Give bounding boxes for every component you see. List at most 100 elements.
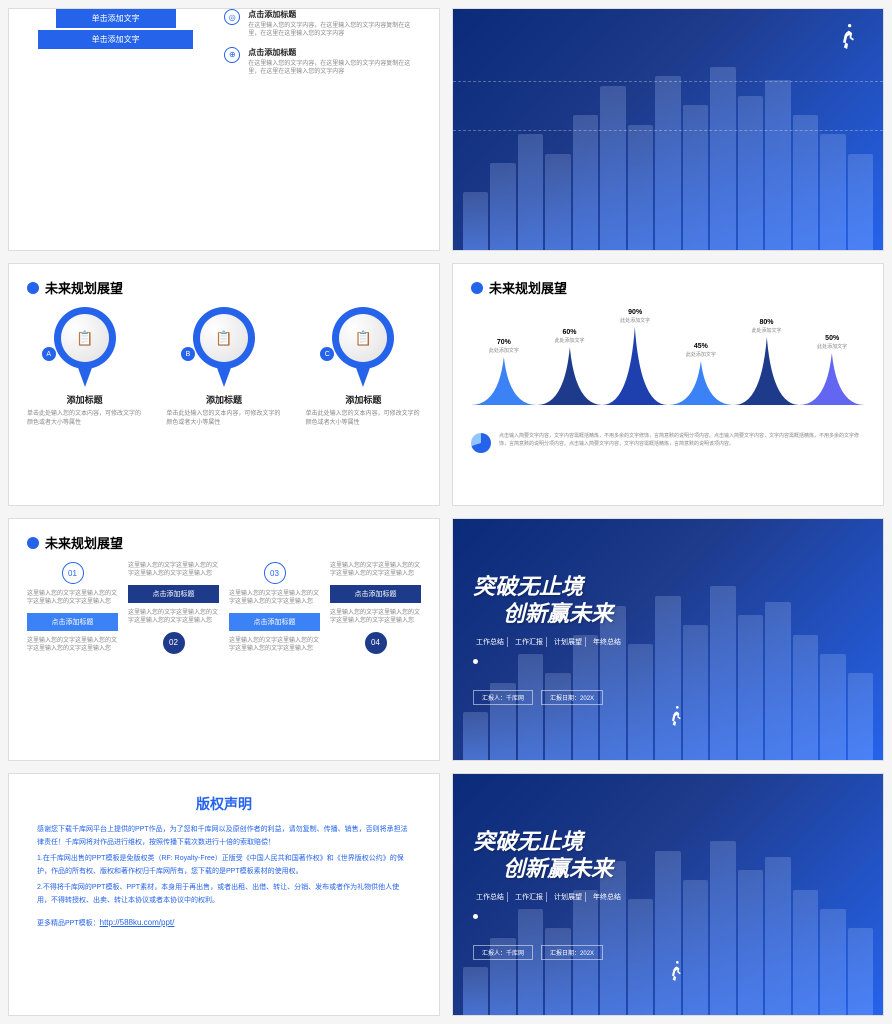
meta-reporter: 汇报人：千库网	[473, 690, 533, 705]
bullet-icon: ◎	[224, 9, 240, 25]
drop-shape: A📋	[54, 307, 116, 369]
step-button[interactable]: 点击添加标题	[27, 613, 118, 631]
section-title: 未来规划展望	[471, 278, 865, 297]
peaks-chart: 70%此处添加文字60%此处添加文字90%此处添加文字45%此处添加文字80%此…	[471, 315, 865, 425]
slide-blue-bars	[452, 8, 884, 251]
step-number: 03	[264, 562, 286, 584]
globe-icon: ⊕	[224, 47, 240, 63]
slide-peaks: 未来规划展望 70%此处添加文字60%此处添加文字90%此处添加文字45%此处添…	[452, 263, 884, 506]
slide-title-cover: 突破无止境 创新赢未来 工作总结工作汇报计划展望年终总结 汇报人：千库网 汇报日…	[452, 773, 884, 1016]
process-row: 01这里输入您的文字这里输入您的文字这里输入您的文字这里输入您点击添加标题这里输…	[27, 562, 421, 654]
slide-process: 未来规划展望 01这里输入您的文字这里输入您的文字这里输入您的文字这里输入您点击…	[8, 518, 440, 761]
sub-nav: 工作总结工作汇报计划展望年终总结	[473, 892, 863, 902]
ppt-link[interactable]: http://588ku.com/ppt/	[100, 918, 175, 927]
step-text: 这里输入您的文字这里输入您的文字这里输入您的文字这里输入您	[128, 562, 219, 579]
drop-desc: 单击此处输入您的文本内容，可修改文字的颜色或者大小等属性	[166, 410, 281, 428]
list-item: ◎ 点击添加标题 在这里输入您的文字内容，在这里输入您的文字内容复制在这里，在这…	[224, 9, 421, 39]
drop-title: 添加标题	[345, 393, 381, 406]
drop-letter: C	[320, 347, 334, 361]
step-text: 这里输入您的文字这里输入您的文字这里输入您的文字这里输入您	[330, 609, 421, 626]
drop-title: 添加标题	[206, 393, 242, 406]
meta-date: 汇报日期：202X	[541, 945, 603, 960]
peak-pct: 50%	[825, 335, 839, 342]
dot-icon	[471, 282, 483, 294]
item-title: 点击添加标题	[248, 9, 421, 20]
step-button[interactable]: 点击添加标题	[229, 613, 320, 631]
drop-desc: 单击此处输入您的文本内容，可修改文字的颜色或者大小等属性	[306, 410, 421, 428]
main-title-2: 创新赢未来	[503, 856, 863, 882]
clipboard-icon: 📋	[200, 314, 248, 362]
sub-nav: 工作总结工作汇报计划展望年终总结	[473, 637, 863, 647]
dot-icon	[473, 659, 478, 664]
peak-sub: 此处添加文字	[489, 347, 519, 354]
step-button[interactable]: 点击添加标题	[330, 585, 421, 603]
drop-shape: C📋	[332, 307, 394, 369]
peak-sub: 此处添加文字	[554, 337, 584, 344]
peak-pct: 60%	[562, 329, 576, 336]
step-text: 这里输入您的文字这里输入您的文字这里输入您的文字这里输入您	[229, 637, 320, 654]
main-title-2: 创新赢未来	[503, 601, 863, 627]
peak-sub: 此处添加文字	[817, 343, 847, 350]
drop-letter: A	[42, 347, 56, 361]
peak-sub: 此处添加文字	[752, 327, 782, 334]
bar-chart	[453, 57, 883, 250]
drop-item: B📋 添加标题 单击此处输入您的文本内容，可修改文字的颜色或者大小等属性	[166, 307, 281, 428]
runner-icon	[668, 706, 684, 730]
copyright-title: 版权声明	[27, 794, 421, 814]
pyramid-diagram: 单击添加文字 单击添加文字	[27, 9, 204, 49]
clipboard-icon: 📋	[339, 314, 387, 362]
step-number: 04	[365, 632, 387, 654]
step-button[interactable]: 点击添加标题	[128, 585, 219, 603]
drop-item: C📋 添加标题 单击此处输入您的文本内容，可修改文字的颜色或者大小等属性	[306, 307, 421, 428]
meta-row: 汇报人：千库网 汇报日期：202X	[473, 690, 863, 705]
pyramid-row: 单击添加文字	[38, 30, 193, 49]
slide-copyright: 版权声明 感谢您下载千库网平台上提供的PPT作品，为了您和千库网以及原创作者的利…	[8, 773, 440, 1016]
pie-text: 点击输入简要文字内容，文字内容需概括精炼，不用多余的文字修饰，言简意赅的说明分项…	[499, 433, 865, 448]
pyramid-list: ◎ 点击添加标题 在这里输入您的文字内容，在这里输入您的文字内容复制在这里，在这…	[224, 9, 421, 77]
step-text: 这里输入您的文字这里输入您的文字这里输入您的文字这里输入您	[128, 609, 219, 626]
drop-shape: B📋	[193, 307, 255, 369]
item-title: 点击添加标题	[248, 47, 421, 58]
peak-pct: 45%	[694, 343, 708, 350]
peak-sub: 此处添加文字	[620, 317, 650, 324]
meta-date: 汇报日期：202X	[541, 690, 603, 705]
step-number: 02	[163, 632, 185, 654]
clipboard-icon: 📋	[61, 314, 109, 362]
slide-title-cover: 突破无止境 创新赢未来 工作总结工作汇报计划展望年终总结 汇报人：千库网 汇报日…	[452, 518, 884, 761]
section-title: 未来规划展望	[27, 278, 421, 297]
step-text: 这里输入您的文字这里输入您的文字这里输入您的文字这里输入您	[27, 590, 118, 607]
pyramid-row: 单击添加文字	[56, 9, 176, 28]
runner-icon	[668, 961, 684, 985]
list-item: ⊕ 点击添加标题 在这里输入您的文字内容，在这里输入您的文字内容复制在这里，在这…	[224, 47, 421, 77]
meta-reporter: 汇报人：千库网	[473, 945, 533, 960]
meta-row: 汇报人：千库网 汇报日期：202X	[473, 945, 863, 960]
drop-item: A📋 添加标题 单击此处输入您的文本内容，可修改文字的颜色或者大小等属性	[27, 307, 142, 428]
item-desc: 在这里输入您的文字内容，在这里输入您的文字内容复制在这里，在这里在这里输入您的文…	[248, 22, 421, 39]
pie-summary: 点击输入简要文字内容，文字内容需概括精炼，不用多余的文字修饰，言简意赅的说明分项…	[471, 433, 865, 453]
peak-pct: 90%	[628, 309, 642, 316]
dot-icon	[473, 914, 478, 919]
dot-icon	[27, 537, 39, 549]
main-title-1: 突破无止境	[473, 829, 863, 855]
step-text: 这里输入您的文字这里输入您的文字这里输入您的文字这里输入您	[27, 637, 118, 654]
drop-letter: B	[181, 347, 195, 361]
dot-icon	[27, 282, 39, 294]
drop-title: 添加标题	[67, 393, 103, 406]
step-text: 这里输入您的文字这里输入您的文字这里输入您的文字这里输入您	[229, 590, 320, 607]
step-number: 01	[62, 562, 84, 584]
step-text: 这里输入您的文字这里输入您的文字这里输入您的文字这里输入您	[330, 562, 421, 579]
item-desc: 在这里输入您的文字内容，在这里输入您的文字内容复制在这里，在这里在这里输入您的文…	[248, 60, 421, 77]
slide-pyramid: 单击添加文字 单击添加文字 ◎ 点击添加标题 在这里输入您的文字内容，在这里输入…	[8, 8, 440, 251]
drop-desc: 单击此处输入您的文本内容，可修改文字的颜色或者大小等属性	[27, 410, 142, 428]
peak-pct: 70%	[497, 339, 511, 346]
section-title: 未来规划展望	[27, 533, 421, 552]
pie-icon	[471, 433, 491, 453]
copyright-body: 感谢您下载千库网平台上提供的PPT作品，为了您和千库网以及原创作者的利益，请勿复…	[27, 824, 421, 930]
peak-sub: 此处添加文字	[686, 351, 716, 358]
slide-drops: 未来规划展望 A📋 添加标题 单击此处输入您的文本内容，可修改文字的颜色或者大小…	[8, 263, 440, 506]
slides-grid: 单击添加文字 单击添加文字 ◎ 点击添加标题 在这里输入您的文字内容，在这里输入…	[8, 8, 884, 1016]
drops-row: A📋 添加标题 单击此处输入您的文本内容，可修改文字的颜色或者大小等属性 B📋 …	[27, 307, 421, 428]
peak-pct: 80%	[760, 319, 774, 326]
main-title-1: 突破无止境	[473, 574, 863, 600]
runner-icon	[838, 24, 858, 54]
